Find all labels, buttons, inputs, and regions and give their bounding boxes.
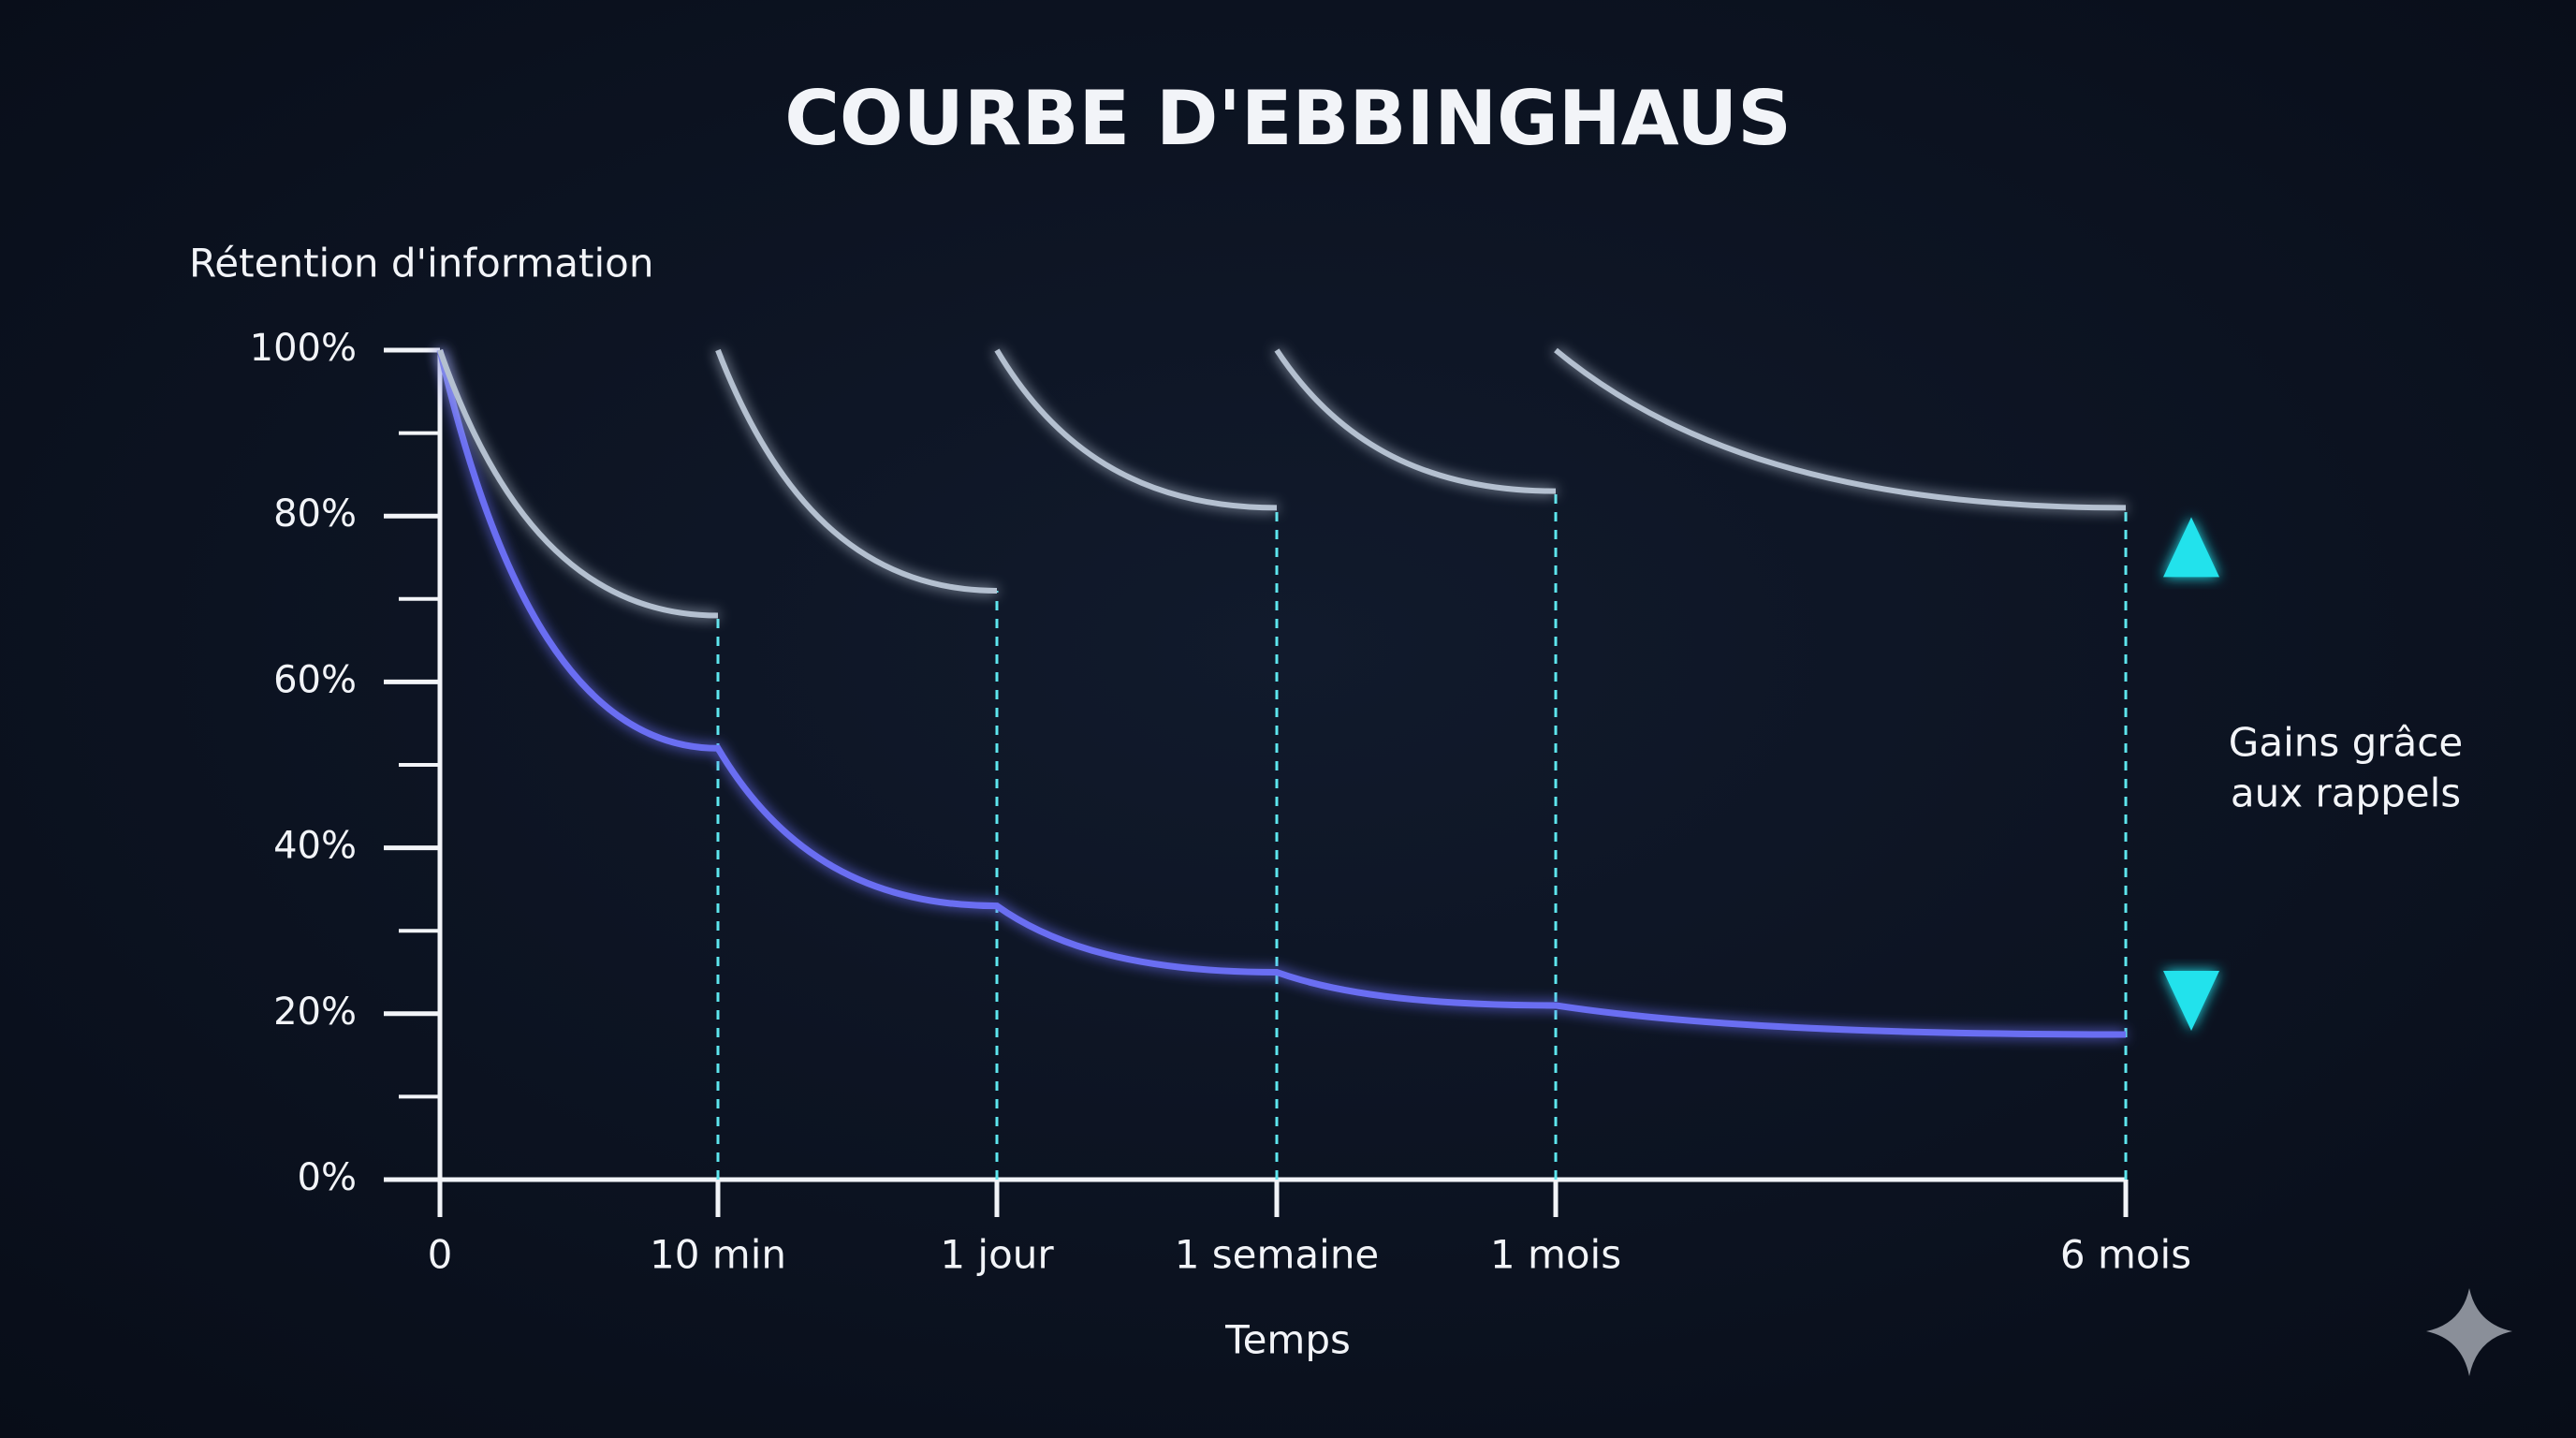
x-tick-label: 6 mois (2060, 1232, 2191, 1278)
x-tick-label: 1 semaine (1175, 1232, 1380, 1278)
review-decay (715, 348, 998, 594)
y-tick-label: 20% (273, 990, 357, 1034)
x-tick-label: 1 jour (940, 1232, 1054, 1278)
review-decay (1274, 348, 1557, 494)
y-tick-label: 40% (273, 825, 357, 868)
annotation: aux rappels (2231, 770, 2461, 816)
gain-arrow-head (2163, 970, 2219, 1031)
chart-title: COURBE D'EBBINGHAUS (784, 75, 1792, 162)
gain-arrow-head (2163, 517, 2219, 578)
review-decay (994, 348, 1278, 511)
y-tick-label: 0% (298, 1156, 357, 1199)
y-tick-label: 80% (273, 492, 357, 536)
x-tick-label: 1 mois (1490, 1232, 1621, 1278)
review-decay (437, 349, 719, 619)
y-tick-label: 60% (273, 658, 357, 701)
annotation: Gains grâce (2229, 720, 2463, 766)
x-tick-label: 0 (428, 1232, 453, 1278)
forgetting-curve (436, 349, 2127, 1038)
x-axis-label: Temps (1224, 1317, 1351, 1363)
logo-star (2426, 1288, 2512, 1376)
review-decay (1554, 347, 2127, 511)
y-axis-label: Rétention d'information (189, 241, 653, 286)
x-tick-label: 10 min (650, 1232, 786, 1278)
y-tick-label: 100% (250, 327, 357, 370)
